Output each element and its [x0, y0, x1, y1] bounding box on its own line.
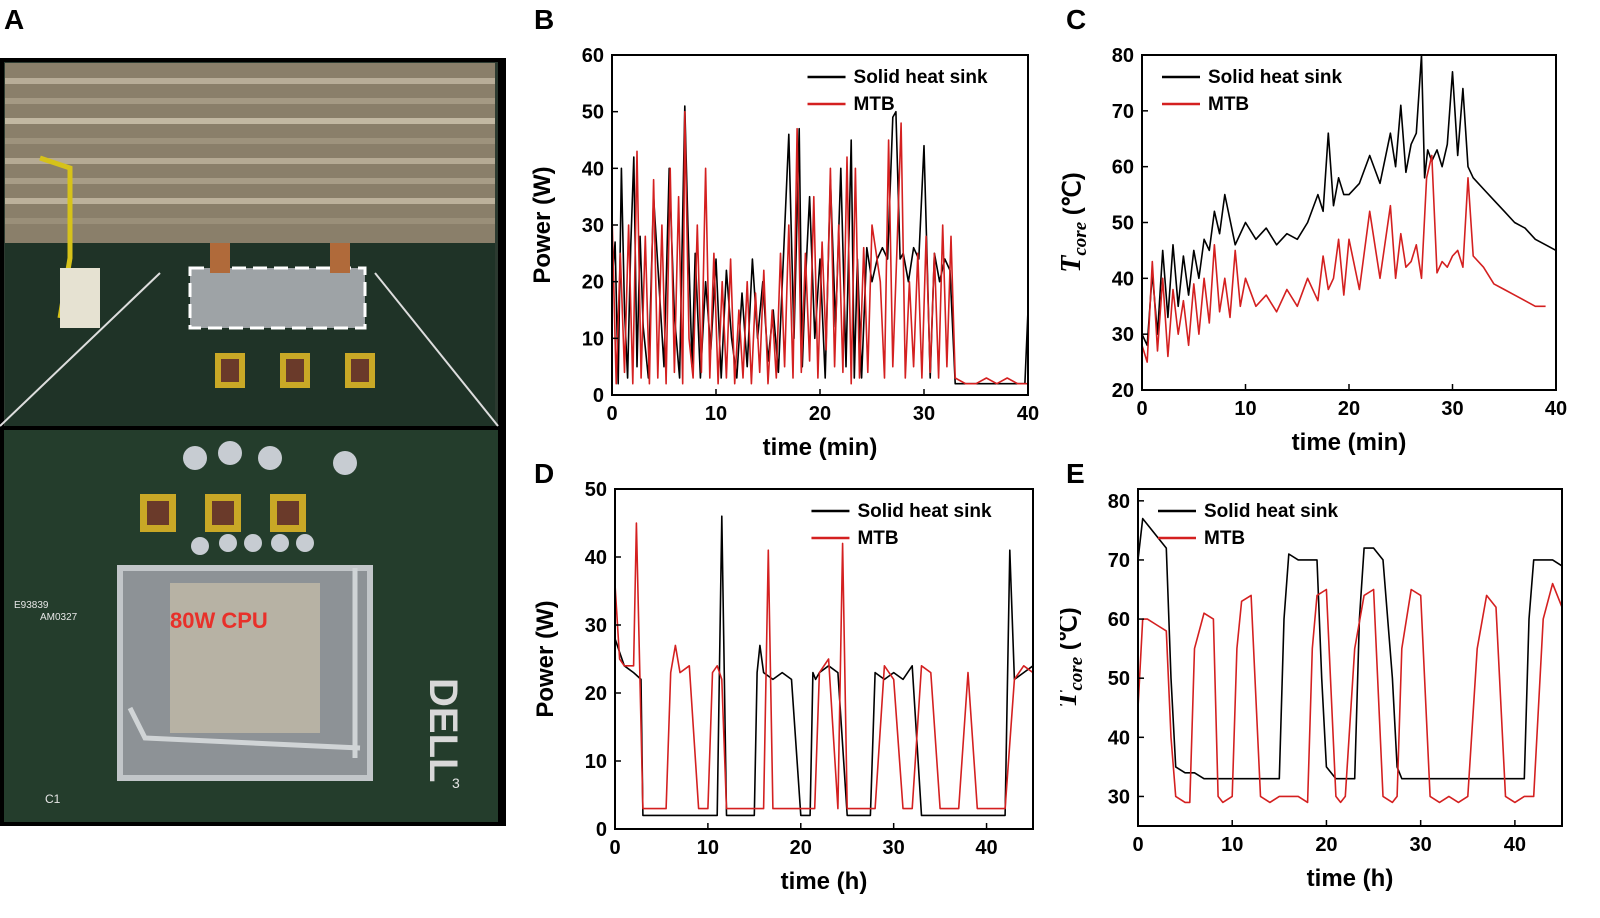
x-tick-label: 20 [790, 837, 812, 859]
inductor-icons-bottom [140, 494, 306, 532]
cpu-label: 80W CPU [170, 608, 268, 633]
y-axis-label: Tcore (℃) [1060, 607, 1087, 707]
x-axis-label: time (min) [763, 434, 878, 461]
plot-frame [614, 488, 1034, 830]
y-axis-label: Power (W) [532, 600, 559, 717]
panel-letter-d: D [534, 458, 555, 489]
y-axis-label-subscript: core [1066, 656, 1087, 690]
y-axis-label-subscript: core [1070, 221, 1091, 255]
x-tick-label: 40 [1504, 834, 1526, 856]
heatsink-fins [5, 63, 495, 243]
legend-label: Solid heat sink [1204, 501, 1339, 522]
x-tick-label: 40 [1017, 403, 1039, 425]
legend-label: Solid heat sink [857, 501, 992, 522]
y-tick-label: 10 [585, 751, 607, 773]
y-axis-label-symbol: T [1060, 689, 1083, 708]
plot-frame [1141, 54, 1557, 391]
x-tick-label: 0 [1132, 834, 1143, 856]
x-tick-label: 10 [1221, 834, 1243, 856]
x-tick-label: 0 [609, 837, 620, 859]
inductor-icons-top [215, 353, 375, 388]
y-tick-label: 40 [585, 547, 607, 569]
y-tick-label: 0 [593, 385, 604, 407]
x-tick-label: 20 [1315, 834, 1337, 856]
y-tick-label: 20 [1112, 380, 1134, 402]
x-tick-label: 30 [913, 403, 935, 425]
capacitor-icons [183, 441, 357, 555]
chart-power-h: 0 10 20 30 40 0 10 20 30 40 50 time (h) Power (W) Sol… [532, 479, 1034, 895]
y-axis-label-unit: (℃) [1060, 172, 1086, 222]
y-tick-label: 20 [585, 683, 607, 705]
y-tick-label: 30 [1108, 786, 1130, 808]
legend-label: MTB [857, 528, 898, 549]
panel-letter-c: C [1066, 4, 1087, 35]
cpu-socket [117, 565, 373, 781]
chart-tcore-min: 0 10 20 30 40 20 30 40 50 60 70 80 time (min) Tcore (… [1060, 45, 1567, 456]
legend-label: MTB [1208, 94, 1249, 115]
series-line-solid-heat-sink [614, 515, 1034, 817]
y-tick-label: 50 [585, 479, 607, 501]
y-tick-label: 30 [582, 215, 604, 237]
chart-power-min: 0 10 20 30 40 0 10 20 30 40 50 60 time (min) Power (W… [530, 45, 1039, 461]
x-tick-label: 30 [1410, 834, 1432, 856]
y-axis-label: Power (W) [530, 166, 556, 283]
y-axis-label-symbol: T [1060, 254, 1087, 273]
y-tick-label: 10 [582, 328, 604, 350]
y-tick-label: 20 [582, 272, 604, 294]
y-tick-label: 50 [1112, 213, 1134, 235]
y-tick-label: 40 [1112, 268, 1134, 290]
y-tick-label: 70 [1108, 550, 1130, 572]
series-line-solid-heat-sink [1137, 517, 1563, 780]
y-tick-label: 40 [582, 158, 604, 180]
y-tick-label: 70 [1112, 101, 1134, 123]
legend-label: Solid heat sink [1208, 67, 1343, 88]
chart-tcore-h: 0 10 20 30 40 30 40 50 60 70 80 time (h) Tcore (℃) So… [1060, 488, 1563, 892]
x-axis-label: time (min) [1292, 429, 1407, 456]
board-text-2: AM0327 [40, 612, 78, 623]
y-tick-label: 50 [1108, 668, 1130, 690]
y-tick-label: 60 [582, 45, 604, 67]
y-tick-label: 60 [1108, 609, 1130, 631]
x-tick-label: 40 [1545, 398, 1567, 420]
y-tick-label: 80 [1112, 45, 1134, 67]
y-tick-label: 30 [1112, 324, 1134, 346]
x-tick-label: 0 [1136, 398, 1147, 420]
panel-letter-e: E [1066, 458, 1085, 489]
dell-logo: DELL [421, 678, 465, 782]
x-tick-label: 0 [606, 403, 617, 425]
series-line-solid-heat-sink [1141, 54, 1557, 347]
x-tick-label: 10 [697, 837, 719, 859]
series-line-mtb [1141, 154, 1546, 363]
y-tick-label: 0 [596, 819, 607, 841]
series-line-mtb [614, 522, 1034, 810]
x-tick-label: 30 [883, 837, 905, 859]
y-tick-label: 80 [1108, 491, 1130, 513]
panel-letter-a: A [4, 4, 25, 35]
y-tick-label: 30 [585, 615, 607, 637]
x-axis-label: time (h) [1307, 865, 1394, 892]
board-text-1: E93839 [14, 600, 49, 611]
y-tick-label: 60 [1112, 157, 1134, 179]
x-tick-label: 10 [1234, 398, 1256, 420]
x-tick-label: 40 [975, 837, 997, 859]
y-tick-label: 50 [582, 102, 604, 124]
board-text-c1: C1 [45, 792, 61, 806]
x-tick-label: 30 [1441, 398, 1463, 420]
panel-letter-b: B [534, 4, 555, 35]
y-axis-label-unit: (℃) [1060, 607, 1082, 657]
y-axis-label: Tcore (℃) [1060, 172, 1091, 272]
legend-label: MTB [854, 94, 895, 115]
plot-frame [1137, 488, 1563, 827]
series-line-mtb [1137, 582, 1563, 804]
board-text-3: 3 [452, 775, 460, 791]
x-axis-label: time (h) [781, 868, 868, 895]
series-line-mtb [611, 110, 1028, 385]
legend-label: Solid heat sink [854, 67, 989, 88]
y-tick-label: 40 [1108, 727, 1130, 749]
x-tick-label: 20 [809, 403, 831, 425]
legend-label: MTB [1204, 528, 1245, 549]
x-tick-label: 20 [1338, 398, 1360, 420]
photo-motherboard: 80W CPU E93839 AM0327 DELL C1 3 [0, 58, 506, 826]
x-tick-label: 10 [705, 403, 727, 425]
